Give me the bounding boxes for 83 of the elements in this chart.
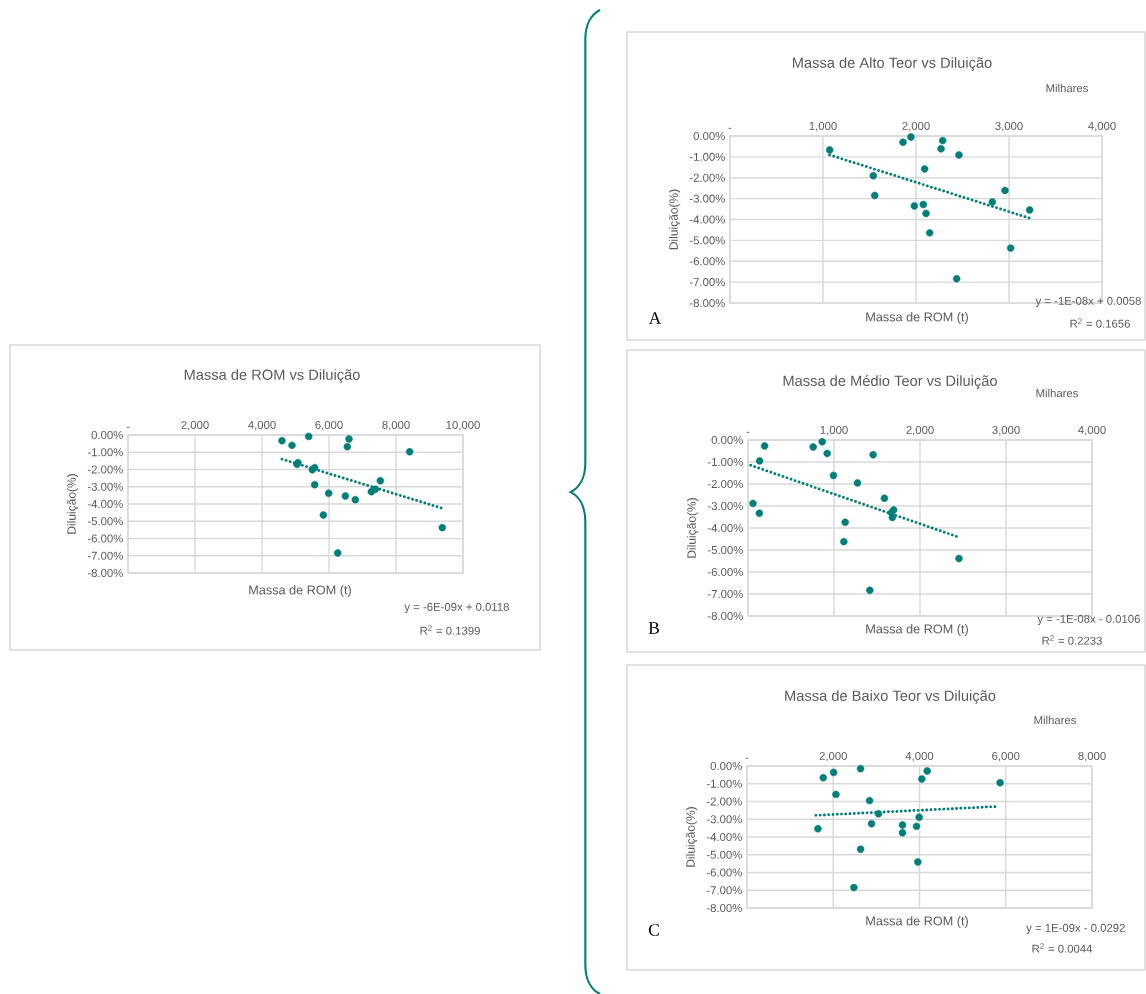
text: A <box>648 312 662 324</box>
text: R$^{2}$ = 0.2233 <box>1042 635 1102 645</box>
text: R$^{2}$ = 0.1656 <box>1070 318 1130 328</box>
x-axis-title: Massa de ROM (t) <box>866 624 968 636</box>
y-tick-label: -3.00% <box>689 194 725 203</box>
y-tick-label: -4.00% <box>87 500 123 509</box>
y-tick-label: -5.00% <box>706 850 742 859</box>
x-axis-title: Massa de ROM (t) <box>249 585 351 597</box>
text: y = -6E-09x + 0.0118 <box>404 602 509 614</box>
y-tick-label: -8.00% <box>689 298 725 307</box>
y-tick-label: 0.00% <box>693 132 725 141</box>
x-tick-label: - <box>728 127 732 129</box>
x-tick-label: 6,000 <box>992 751 1020 762</box>
y-tick-label: -8.00% <box>87 568 123 577</box>
y-tick-label: -8.00% <box>706 903 742 912</box>
y-tick-label: -5.00% <box>87 517 123 526</box>
y-tick-label: -7.00% <box>707 589 743 598</box>
y-tick-label: -4.00% <box>689 215 725 224</box>
text: B <box>648 622 659 634</box>
x-tick-label: 2,000 <box>906 425 934 436</box>
annotation: y = -1E-08x - 0.0106 <box>1037 614 1140 626</box>
y-tick-label: -3.00% <box>706 815 742 824</box>
y-tick-label: -6.00% <box>87 534 123 543</box>
chart-title: Massa de Alto Teor vs Diluição <box>792 57 992 71</box>
y-tick-label: -6.00% <box>689 257 725 266</box>
x-axis-title: Massa de ROM (t) <box>866 916 968 928</box>
x-tick-label: - <box>745 757 749 759</box>
y-axis-title: Diluição(%) <box>668 189 681 250</box>
y-tick-label: -8.00% <box>707 611 743 620</box>
x-axis-title: Massa de ROM (t) <box>866 312 968 324</box>
y-tick-label: -7.00% <box>87 551 123 560</box>
y-tick-label: -5.00% <box>707 545 743 554</box>
x-tick-label: 3,000 <box>995 121 1023 132</box>
y-tick-label: -5.00% <box>689 236 725 245</box>
y-tick-label: -6.00% <box>706 868 742 877</box>
y-tick-label: 0.00% <box>710 762 742 771</box>
y-tick-label: -4.00% <box>706 833 742 842</box>
y-tick-label: -7.00% <box>706 886 742 895</box>
y-tick-label: -2.00% <box>707 480 743 489</box>
y-tick-label: -1.00% <box>689 152 725 161</box>
y-tick-label: -7.00% <box>689 278 725 287</box>
y-tick-label: 0.00% <box>711 436 743 445</box>
x-tick-label: 8,000 <box>382 420 410 431</box>
x-tick-label: 8,000 <box>1078 751 1106 762</box>
y-tick-label: -4.00% <box>707 524 743 533</box>
x-tick-label: 2,000 <box>902 121 930 132</box>
chart-title: Massa de ROM vs Diluição <box>184 369 360 383</box>
x-tick-label: 4,000 <box>1088 121 1116 132</box>
y-tick-label: -1.00% <box>706 779 742 788</box>
annotation: y = -1E-08x + 0.0058 <box>1035 296 1141 308</box>
y-tick-label: -1.00% <box>707 458 743 467</box>
x-tick-label: - <box>126 426 130 428</box>
x-tick-label: 2,000 <box>819 751 847 762</box>
x-tick-label: - <box>746 431 750 433</box>
text: Milhares <box>1036 388 1078 398</box>
text: Milhares <box>1046 83 1088 93</box>
text: y = 1E-09x - 0.0292 <box>1026 923 1125 935</box>
chart-title: Massa de Baixo Teor vs Diluição <box>785 690 996 704</box>
text: C <box>648 924 659 936</box>
x-tick-label: 10,000 <box>446 420 480 431</box>
y-axis-title: Diluição(%) <box>686 498 699 558</box>
x-tick-label: 4,000 <box>248 420 276 431</box>
y-tick-label: -2.00% <box>706 797 742 806</box>
y-tick-label: 0.00% <box>91 431 123 440</box>
y-tick-label: -2.00% <box>689 173 725 182</box>
y-tick-label: -1.00% <box>87 448 123 457</box>
y-tick-label: -6.00% <box>707 567 743 576</box>
text: R$^{2}$ = 0.0044 <box>1032 943 1093 953</box>
text: Milhares <box>1034 715 1076 725</box>
chart-title: Massa de Médio Teor vs Diluição <box>783 375 997 389</box>
x-tick-label: 4,000 <box>1078 425 1106 436</box>
y-axis-title: Diluição(%) <box>66 474 79 534</box>
y-tick-label: -3.00% <box>87 482 123 491</box>
x-tick-label: 6,000 <box>315 420 343 431</box>
y-axis-title: Diluição(%) <box>685 807 698 867</box>
x-tick-label: 4,000 <box>905 751 934 762</box>
x-tick-label: 1,000 <box>820 425 848 436</box>
x-tick-label: 1,000 <box>809 121 837 132</box>
text: R$^{2}$ = 0.1399 <box>420 625 480 635</box>
y-tick-label: -2.00% <box>87 465 123 474</box>
x-tick-label: 2,000 <box>181 420 209 431</box>
y-tick-label: -3.00% <box>707 502 743 511</box>
x-tick-label: 3,000 <box>992 425 1020 436</box>
